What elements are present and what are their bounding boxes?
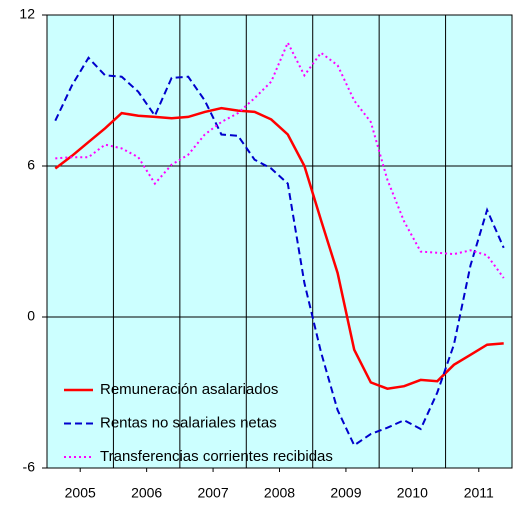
y-tick-label: 6 [27,157,35,173]
legend-label: Remuneración asalariados [100,381,278,398]
series-line [55,40,505,279]
y-tick-label: 0 [27,308,35,324]
y-tick-label: 12 [19,6,35,22]
plot-area [46,14,513,469]
x-tick-label: 2010 [397,485,428,501]
legend-label: Rentas no salariales netas [100,414,277,431]
series-line [54,106,504,390]
x-tick-label: 2007 [197,485,228,501]
x-tick-label: 2011 [464,485,494,501]
x-tick-label: 2006 [131,485,162,501]
legend-label: Transferencias corrientes recibidas [100,448,333,465]
x-tick-label: 2008 [264,485,295,501]
y-tick-label: -6 [23,459,36,475]
x-tick-label: 2009 [330,485,361,501]
x-tick-label: 2005 [65,485,96,501]
series-line [54,56,505,447]
legend: Remuneración asalariados Rentas no salari… [64,381,333,465]
